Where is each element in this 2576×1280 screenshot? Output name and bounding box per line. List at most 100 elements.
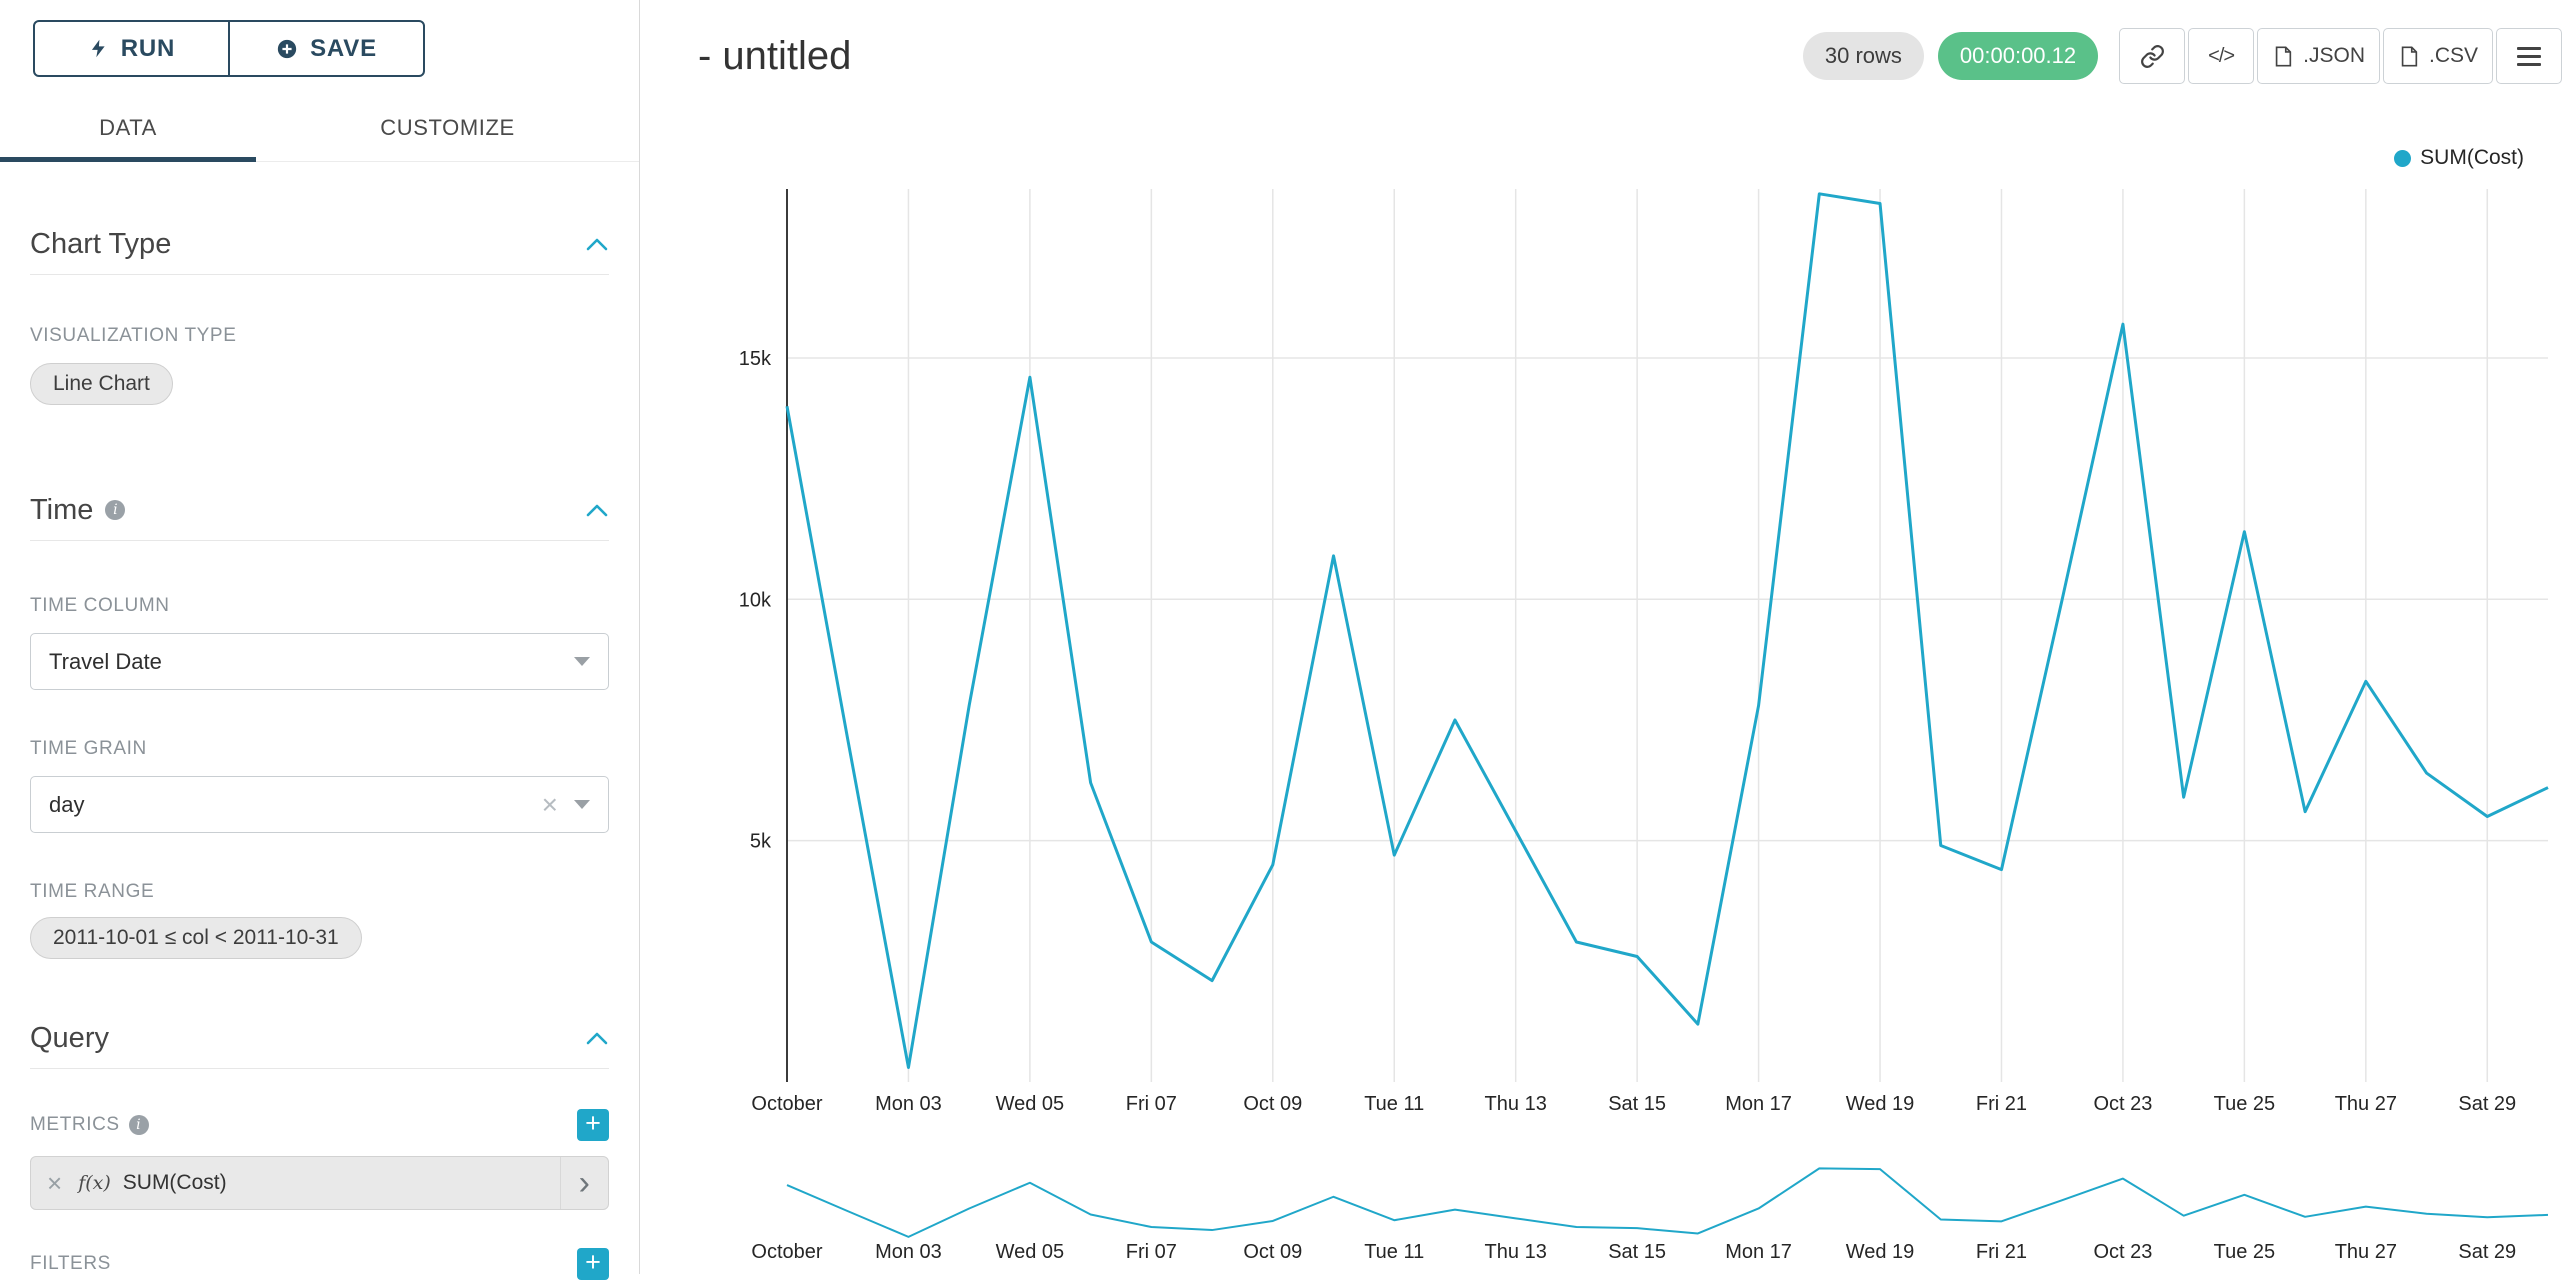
code-icon: </> (2208, 44, 2235, 67)
svg-text:Tue 25: Tue 25 (2214, 1093, 2276, 1115)
info-icon[interactable]: i (105, 500, 126, 520)
chart-container: 5k 10k 15k October Mon 03 Wed 05 Fri 07 Oct 09 T… (641, 0, 2576, 1274)
viz-type-pill[interactable]: Line Chart (30, 363, 173, 405)
plus-circle-icon (277, 39, 297, 58)
svg-text:Thu 27: Thu 27 (2335, 1241, 2397, 1263)
svg-text:Tue 11: Tue 11 (1364, 1093, 1424, 1115)
panel-tabs: DATA CUSTOMIZE (0, 95, 639, 162)
query-timer-badge: 00:00:00.12 (1937, 32, 2099, 80)
x-axis-labels: October Mon 03 Wed 05 Fri 07 Oct 09 Tue 11 Thu… (751, 1093, 2516, 1115)
svg-text:Fri 21: Fri 21 (1976, 1093, 2027, 1115)
bolt-icon (91, 39, 105, 58)
share-link-button[interactable] (2119, 28, 2186, 84)
viz-type-label: VISUALIZATION TYPE (30, 325, 609, 347)
chart-title: - untitled (698, 33, 852, 78)
file-icon (2275, 46, 2292, 66)
time-grain-label: TIME GRAIN (30, 738, 609, 760)
remove-metric-icon[interactable]: × (47, 1167, 63, 1198)
svg-text:5k: 5k (750, 831, 772, 853)
svg-text:Wed 05: Wed 05 (996, 1241, 1065, 1263)
chevron-down-icon (574, 800, 590, 809)
collapse-chevron-icon[interactable] (585, 1031, 609, 1046)
control-panel: RUN SAVE DATA CUSTOMIZE Chart Type VISUA… (0, 0, 640, 1280)
control-panel-content: Chart Type VISUALIZATION TYPE Line Chart… (0, 163, 639, 1280)
add-filter-button[interactable]: + (577, 1248, 609, 1280)
svg-text:Wed 05: Wed 05 (996, 1093, 1065, 1115)
svg-text:Oct 23: Oct 23 (2093, 1241, 2152, 1263)
hamburger-icon (2517, 46, 2541, 66)
section-title-query: Query (30, 1022, 109, 1054)
export-json-label: .JSON (2303, 44, 2365, 67)
filters-label: FILTERS (30, 1253, 111, 1275)
svg-text:Fri 21: Fri 21 (1976, 1241, 2027, 1263)
info-icon[interactable]: i (128, 1115, 149, 1135)
filters-row: FILTERS + (30, 1248, 609, 1280)
time-grain-label-text: TIME GRAIN (30, 738, 147, 759)
file-icon (2401, 46, 2418, 66)
svg-text:Sat 15: Sat 15 (1608, 1093, 1666, 1115)
svg-text:Sat 29: Sat 29 (2458, 1241, 2516, 1263)
time-grain-select[interactable]: day × (30, 776, 609, 833)
filters-label-text: FILTERS (30, 1253, 111, 1274)
svg-text:Fri 07: Fri 07 (1126, 1093, 1177, 1115)
section-query: Query (30, 1021, 609, 1069)
row-count-badge: 30 rows (1802, 32, 1924, 80)
svg-text:Thu 27: Thu 27 (2335, 1093, 2397, 1115)
line-chart[interactable]: 5k 10k 15k October Mon 03 Wed 05 Fri 07 Oct 09 T… (641, 0, 2576, 1274)
series-line (785, 192, 2549, 1070)
link-icon (2140, 44, 2164, 68)
add-metric-button[interactable]: + (577, 1109, 609, 1141)
legend-dot (2394, 149, 2412, 167)
brush-series-line (786, 1167, 2549, 1238)
save-button[interactable]: SAVE (228, 20, 425, 77)
svg-text:15k: 15k (739, 348, 772, 370)
chevron-right-icon[interactable]: › (559, 1157, 608, 1209)
export-json-button[interactable]: .JSON (2257, 28, 2380, 84)
svg-text:Thu 13: Thu 13 (1485, 1093, 1547, 1115)
time-column-select[interactable]: Travel Date (30, 633, 609, 690)
collapse-chevron-icon[interactable] (585, 503, 609, 518)
tab-data[interactable]: DATA (0, 95, 256, 162)
svg-text:Mon 03: Mon 03 (875, 1093, 942, 1115)
time-range-pill[interactable]: 2011-10-01 ≤ col < 2011-10-31 (30, 917, 362, 959)
section-time: Time i (30, 493, 609, 541)
collapse-chevron-icon[interactable] (585, 237, 609, 252)
svg-text:Sat 15: Sat 15 (1608, 1241, 1666, 1263)
metrics-label-text: METRICS (30, 1114, 120, 1135)
svg-text:Mon 17: Mon 17 (1725, 1241, 1792, 1263)
time-grain-value: day (49, 791, 85, 817)
chart-header: - untitled 30 rows 00:00:00.12 </> .JSON… (641, 0, 2576, 112)
svg-text:Mon 03: Mon 03 (875, 1241, 942, 1263)
svg-text:Wed 19: Wed 19 (1846, 1241, 1915, 1263)
time-column-label: TIME COLUMN (30, 595, 609, 617)
menu-button[interactable] (2496, 28, 2562, 84)
svg-text:Sat 29: Sat 29 (2458, 1093, 2516, 1115)
save-button-label: SAVE (310, 34, 377, 62)
svg-text:Tue 25: Tue 25 (2214, 1241, 2276, 1263)
metrics-row: METRICS i + (30, 1109, 609, 1141)
svg-text:October: October (751, 1093, 822, 1115)
chevron-down-icon (574, 657, 590, 666)
svg-text:Wed 19: Wed 19 (1846, 1093, 1915, 1115)
svg-text:Thu 13: Thu 13 (1485, 1241, 1547, 1263)
metric-name: SUM(Cost) (122, 1171, 227, 1194)
chart-legend[interactable]: SUM(Cost) (2394, 146, 2524, 170)
time-column-value: Travel Date (49, 648, 162, 674)
function-icon: f(x) (78, 1172, 111, 1194)
clear-icon[interactable]: × (541, 788, 558, 820)
section-title-time: Time (30, 494, 94, 526)
export-csv-button[interactable]: .CSV (2382, 28, 2493, 84)
run-button[interactable]: RUN (33, 20, 230, 77)
viz-type-label-text: VISUALIZATION TYPE (30, 325, 237, 346)
svg-text:Oct 09: Oct 09 (1243, 1241, 1302, 1263)
svg-text:Tue 11: Tue 11 (1364, 1241, 1424, 1263)
svg-text:Oct 09: Oct 09 (1243, 1093, 1302, 1115)
section-title-chart-type: Chart Type (30, 228, 172, 260)
y-axis-labels: 5k 10k 15k (739, 348, 772, 853)
tab-customize[interactable]: CUSTOMIZE (380, 115, 515, 140)
query-actions: RUN SAVE (33, 20, 425, 77)
time-column-label-text: TIME COLUMN (30, 595, 170, 616)
metric-pill[interactable]: × f(x) SUM(Cost) › (30, 1156, 609, 1210)
view-query-button[interactable]: </> (2188, 28, 2255, 84)
metrics-label: METRICS i (30, 1114, 149, 1136)
